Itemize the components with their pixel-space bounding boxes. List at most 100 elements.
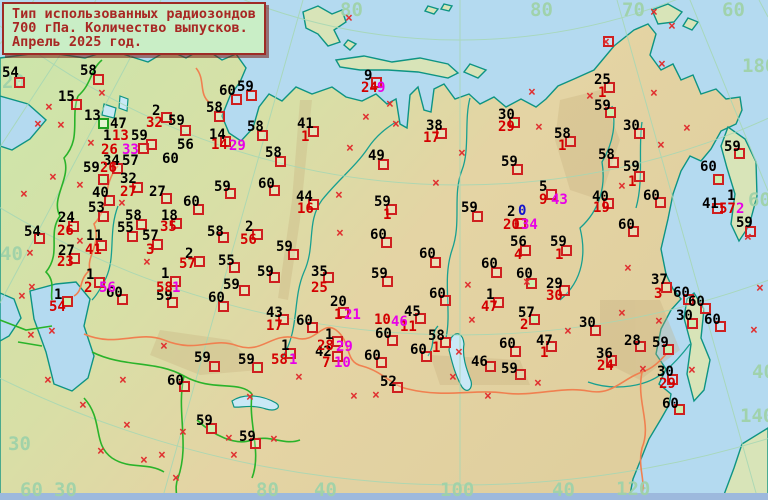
station-marker[interactable]: [386, 204, 397, 215]
station-marker[interactable]: [239, 285, 250, 296]
station-marker[interactable]: [515, 218, 526, 229]
station-marker[interactable]: [308, 126, 319, 137]
station-marker[interactable]: [415, 313, 426, 324]
station-marker[interactable]: [96, 240, 107, 251]
station-marker[interactable]: [661, 282, 672, 293]
station-marker[interactable]: [687, 318, 698, 329]
station-marker[interactable]: [104, 195, 115, 206]
station-marker[interactable]: [252, 362, 263, 373]
station-marker[interactable]: [161, 112, 172, 123]
station-marker[interactable]: [218, 301, 229, 312]
station-marker[interactable]: [590, 325, 601, 336]
station-marker[interactable]: [285, 348, 296, 359]
station-marker[interactable]: [713, 174, 724, 185]
station-marker[interactable]: [231, 94, 242, 105]
station-marker[interactable]: [225, 188, 236, 199]
station-marker[interactable]: [604, 82, 615, 93]
station-marker[interactable]: [561, 245, 572, 256]
station-marker[interactable]: [440, 337, 451, 348]
station-marker[interactable]: [472, 211, 483, 222]
station-marker[interactable]: [288, 249, 299, 260]
station-marker[interactable]: [683, 294, 694, 305]
station-marker[interactable]: [603, 198, 614, 209]
station-marker[interactable]: [167, 297, 178, 308]
station-marker[interactable]: [663, 344, 674, 355]
station-marker[interactable]: [493, 297, 504, 308]
station-marker[interactable]: [546, 341, 557, 352]
station-marker[interactable]: [193, 204, 204, 215]
station-marker[interactable]: [515, 369, 526, 380]
station-marker[interactable]: [559, 285, 570, 296]
station-marker[interactable]: [220, 136, 231, 147]
station-marker[interactable]: [152, 239, 163, 250]
station-marker[interactable]: [68, 221, 79, 232]
station-marker[interactable]: [430, 257, 441, 268]
station-marker[interactable]: [512, 164, 523, 175]
station-marker[interactable]: [250, 438, 261, 449]
station-marker[interactable]: [275, 156, 286, 167]
station-marker[interactable]: [98, 174, 109, 185]
station-marker[interactable]: [138, 143, 149, 154]
station-marker[interactable]: [378, 159, 389, 170]
station-marker[interactable]: [667, 374, 678, 385]
station-marker[interactable]: [307, 322, 318, 333]
station-marker[interactable]: [257, 130, 268, 141]
station-marker[interactable]: [634, 171, 645, 182]
station-marker[interactable]: [278, 314, 289, 325]
station-marker[interactable]: [170, 276, 181, 287]
station-marker[interactable]: [127, 231, 138, 242]
station-marker[interactable]: [520, 245, 531, 256]
station-marker[interactable]: [179, 381, 190, 392]
station-marker[interactable]: [634, 128, 645, 139]
station-marker[interactable]: [491, 267, 502, 278]
station-marker[interactable]: [655, 197, 666, 208]
station-marker[interactable]: [69, 253, 80, 264]
station-marker[interactable]: [700, 303, 711, 314]
station-marker[interactable]: [338, 307, 349, 318]
station-marker[interactable]: [674, 404, 685, 415]
station-marker[interactable]: [180, 125, 191, 136]
station-marker[interactable]: [608, 157, 619, 168]
station-marker[interactable]: [715, 321, 726, 332]
station-marker[interactable]: [252, 229, 263, 240]
station-marker[interactable]: [635, 341, 646, 352]
station-marker[interactable]: [387, 335, 398, 346]
station-marker[interactable]: [132, 182, 143, 193]
station-marker[interactable]: [206, 423, 217, 434]
station-marker[interactable]: [371, 77, 382, 88]
station-marker[interactable]: [269, 185, 280, 196]
station-marker[interactable]: [269, 272, 280, 283]
station-marker[interactable]: [745, 226, 756, 237]
station-marker[interactable]: [565, 136, 576, 147]
station-marker[interactable]: [93, 74, 104, 85]
station-marker[interactable]: [332, 336, 343, 347]
station-marker[interactable]: [214, 111, 225, 122]
station-marker[interactable]: [14, 77, 25, 88]
station-marker[interactable]: [94, 277, 105, 288]
station-marker[interactable]: [62, 296, 73, 307]
station-marker[interactable]: [209, 361, 220, 372]
station-marker[interactable]: [171, 218, 182, 229]
station-marker[interactable]: [605, 107, 616, 118]
station-marker[interactable]: [246, 90, 257, 101]
station-marker[interactable]: [440, 295, 451, 306]
station-marker[interactable]: [112, 163, 123, 174]
station-marker[interactable]: [332, 351, 343, 362]
station-marker[interactable]: [382, 276, 393, 287]
station-marker[interactable]: [603, 36, 614, 47]
station-marker[interactable]: [526, 278, 537, 289]
station-marker[interactable]: [136, 219, 147, 230]
station-marker[interactable]: [218, 232, 229, 243]
station-marker[interactable]: [509, 117, 520, 128]
station-marker[interactable]: [323, 272, 334, 283]
station-marker[interactable]: [71, 99, 82, 110]
station-marker[interactable]: [421, 351, 432, 362]
station-marker[interactable]: [98, 211, 109, 222]
station-marker[interactable]: [606, 355, 617, 366]
station-marker[interactable]: [376, 357, 387, 368]
station-marker[interactable]: [628, 226, 639, 237]
station-marker[interactable]: [485, 361, 496, 372]
station-marker[interactable]: [436, 128, 447, 139]
station-marker[interactable]: [712, 203, 723, 214]
station-marker[interactable]: [392, 382, 403, 393]
